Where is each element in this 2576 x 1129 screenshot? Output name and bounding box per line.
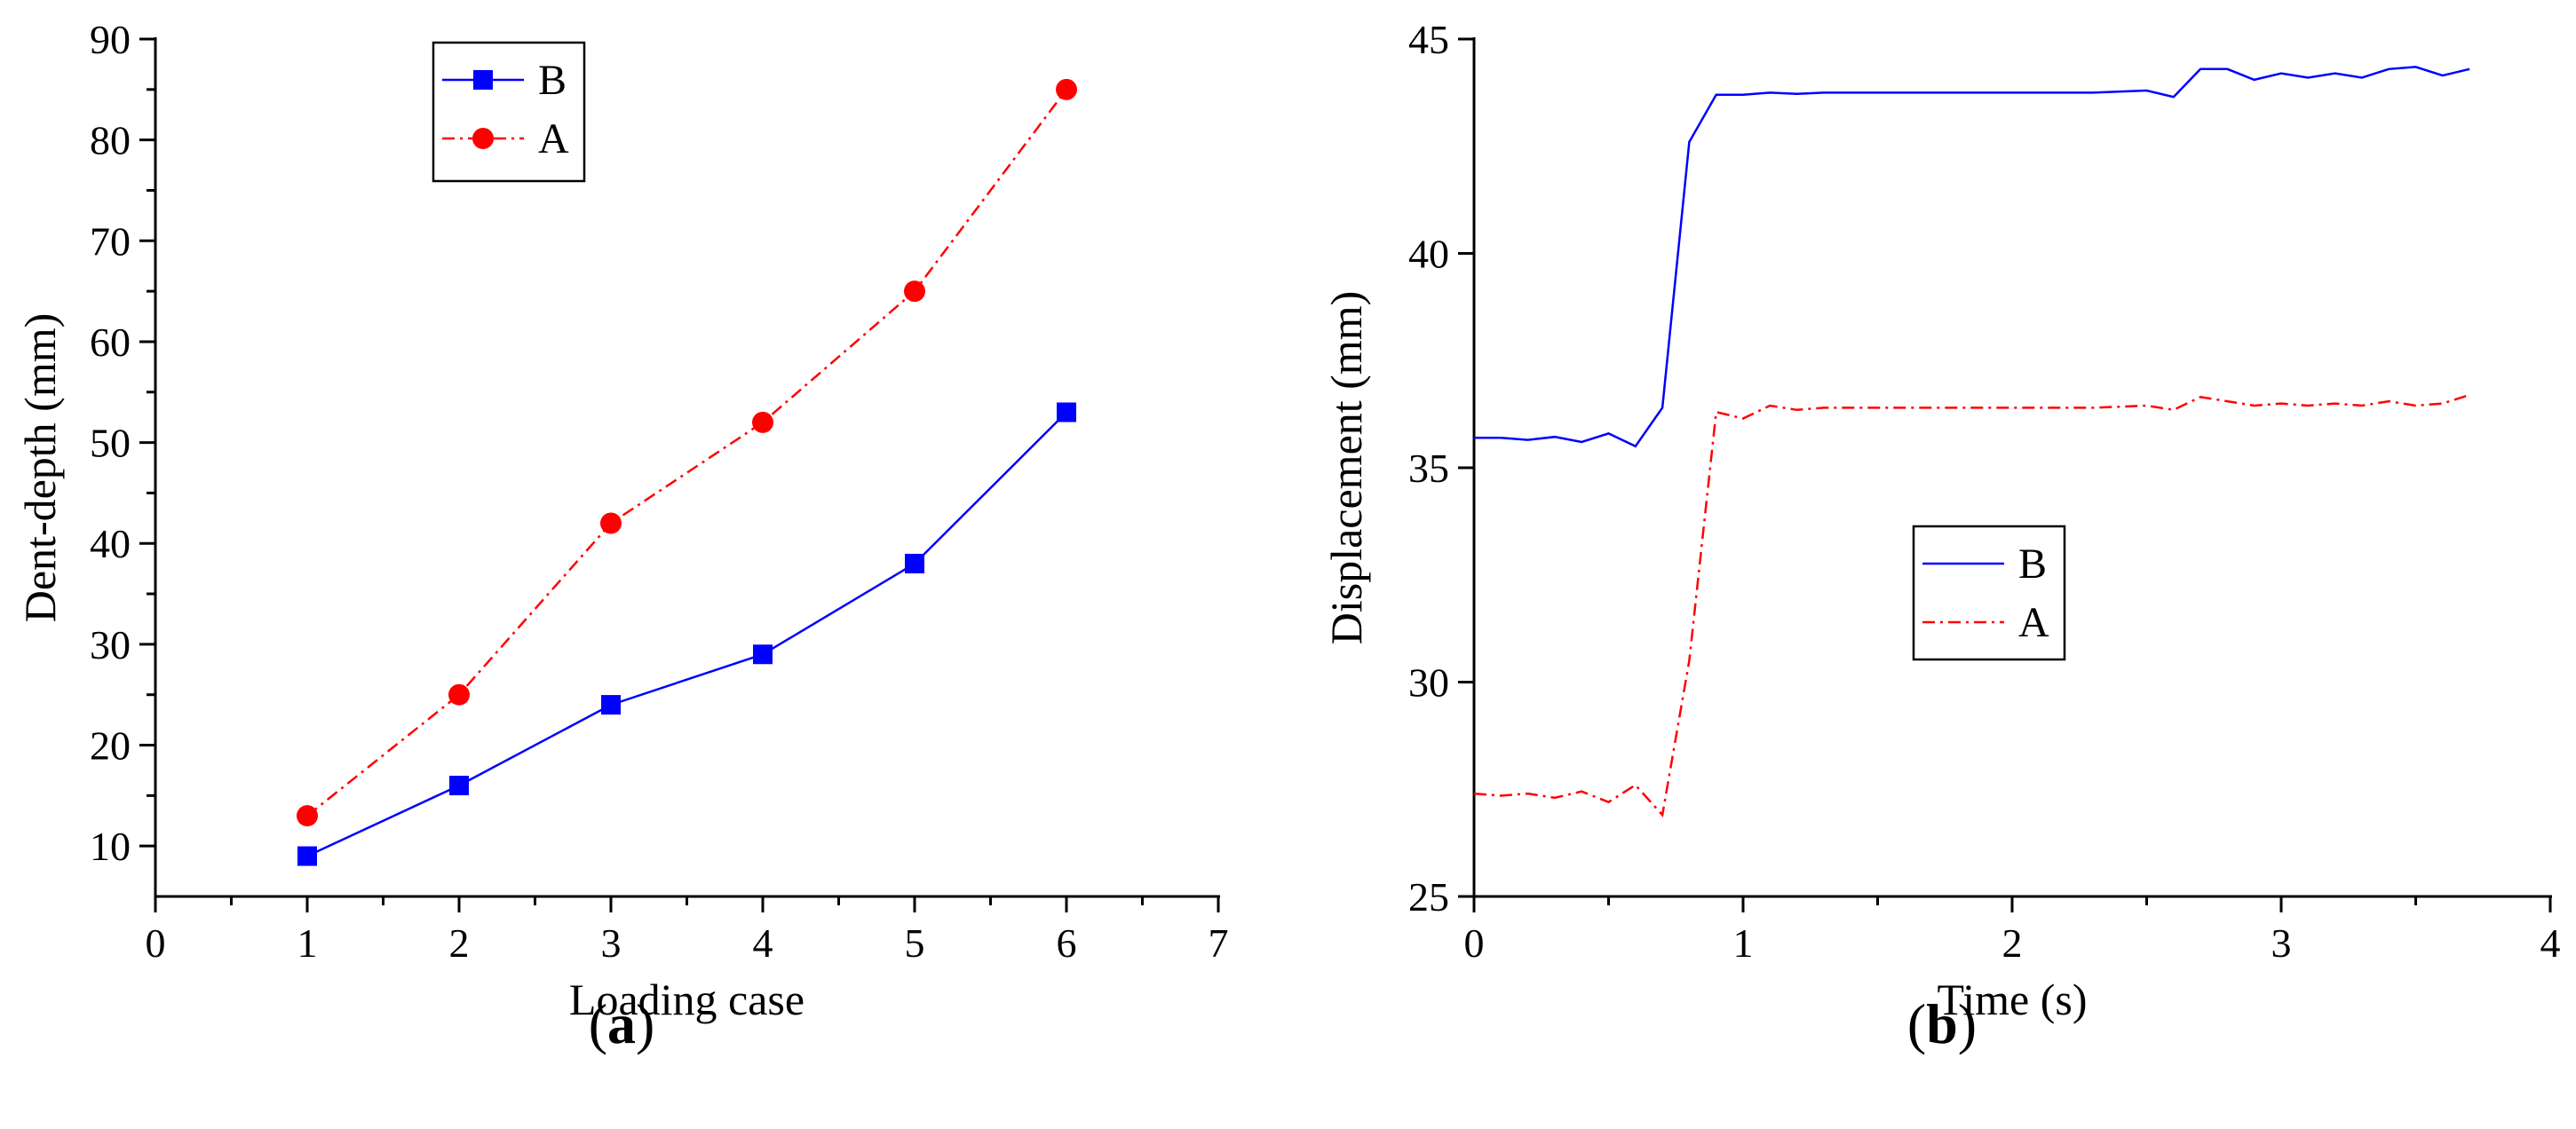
y-tick-label: 90 (90, 17, 131, 62)
x-tick-label: 3 (601, 920, 622, 966)
y-tick-label: 25 (1408, 874, 1449, 920)
legend-B-label: B (2018, 541, 2047, 588)
series-B-marker (449, 775, 469, 795)
series-B-line (306, 411, 1067, 857)
panel-label-letter: a (607, 992, 636, 1055)
y-tick-label: 40 (90, 521, 131, 566)
y-tick-label: 35 (1408, 446, 1449, 491)
legend-B-label: B (538, 57, 567, 104)
legend-A-label: A (2018, 599, 2049, 646)
series-B-marker (297, 846, 317, 866)
series-B-marker (1057, 402, 1076, 422)
x-tick-label: 1 (297, 920, 318, 966)
series-A-marker (904, 280, 925, 303)
x-tick-label: 7 (1209, 920, 1229, 966)
panel-label-close: ) (1958, 992, 1977, 1055)
panel-label: (a) (589, 992, 655, 1055)
legend-box (1912, 525, 2066, 661)
x-tick-label: 3 (2271, 920, 2292, 966)
panel-label: (b) (1907, 992, 1977, 1055)
legend-A-label: A (538, 115, 569, 162)
x-axis-title: Time (s) (1937, 975, 2087, 1024)
legend-B-marker (473, 70, 493, 90)
y-tick-label: 30 (1408, 660, 1449, 706)
y-axis-title: Displacement (mm) (1321, 291, 1371, 645)
y-axis-title: Dent-depth (mm) (15, 313, 65, 623)
y-tick-label: 70 (90, 218, 131, 264)
series-A-marker (600, 512, 622, 534)
y-tick-label: 10 (90, 824, 131, 869)
series-B-marker (753, 644, 773, 665)
x-axis-title: Loading case (569, 975, 805, 1024)
legend: BA (432, 41, 586, 183)
y-tick-label: 60 (90, 320, 131, 365)
x-tick-label: 1 (1733, 920, 1754, 966)
panel-label-open: ( (589, 992, 607, 1055)
series-A-line (306, 89, 1067, 817)
legend: BA (1912, 525, 2066, 661)
series-B-marker (905, 553, 924, 573)
x-tick-label: 5 (905, 920, 925, 966)
x-tick-label: 2 (2002, 920, 2023, 966)
chart-panel-b: 0 1 2 3 4 25 30 35 40 45 Time (s) Displacement (mm)… (1321, 17, 2561, 1055)
chart-panel-a: 0 1 2 3 4 5 6 7 10 20 30 40 50 60 70 80 90 Loading case De… (15, 17, 1229, 1055)
y-tick-label: 30 (90, 622, 131, 667)
x-tick-label: 0 (1464, 920, 1485, 966)
panel-label-close: ) (636, 992, 654, 1055)
panel-label-letter: b (1926, 992, 1958, 1055)
x-tick-label: 0 (146, 920, 166, 966)
series-A-line (1473, 393, 2470, 817)
series-A-marker (297, 805, 318, 827)
x-tick-label: 6 (1057, 920, 1077, 966)
series-A-marker (752, 411, 773, 433)
y-tick-label: 80 (90, 118, 131, 163)
legend-A-marker (472, 128, 494, 149)
legend-box (432, 41, 586, 183)
x-tick-label: 4 (2540, 920, 2561, 966)
x-tick-label: 4 (753, 920, 773, 966)
series-B-marker (601, 695, 621, 715)
series-B-line (1474, 66, 2470, 448)
series-A-marker (448, 683, 470, 706)
panel-label-open: ( (1907, 992, 1926, 1055)
y-tick-label: 40 (1408, 232, 1449, 277)
y-tick-label: 45 (1408, 17, 1449, 62)
series-A-marker (1056, 78, 1077, 100)
x-tick-label: 2 (449, 920, 470, 966)
y-tick-label: 20 (90, 723, 131, 769)
y-tick-label: 50 (90, 421, 131, 466)
